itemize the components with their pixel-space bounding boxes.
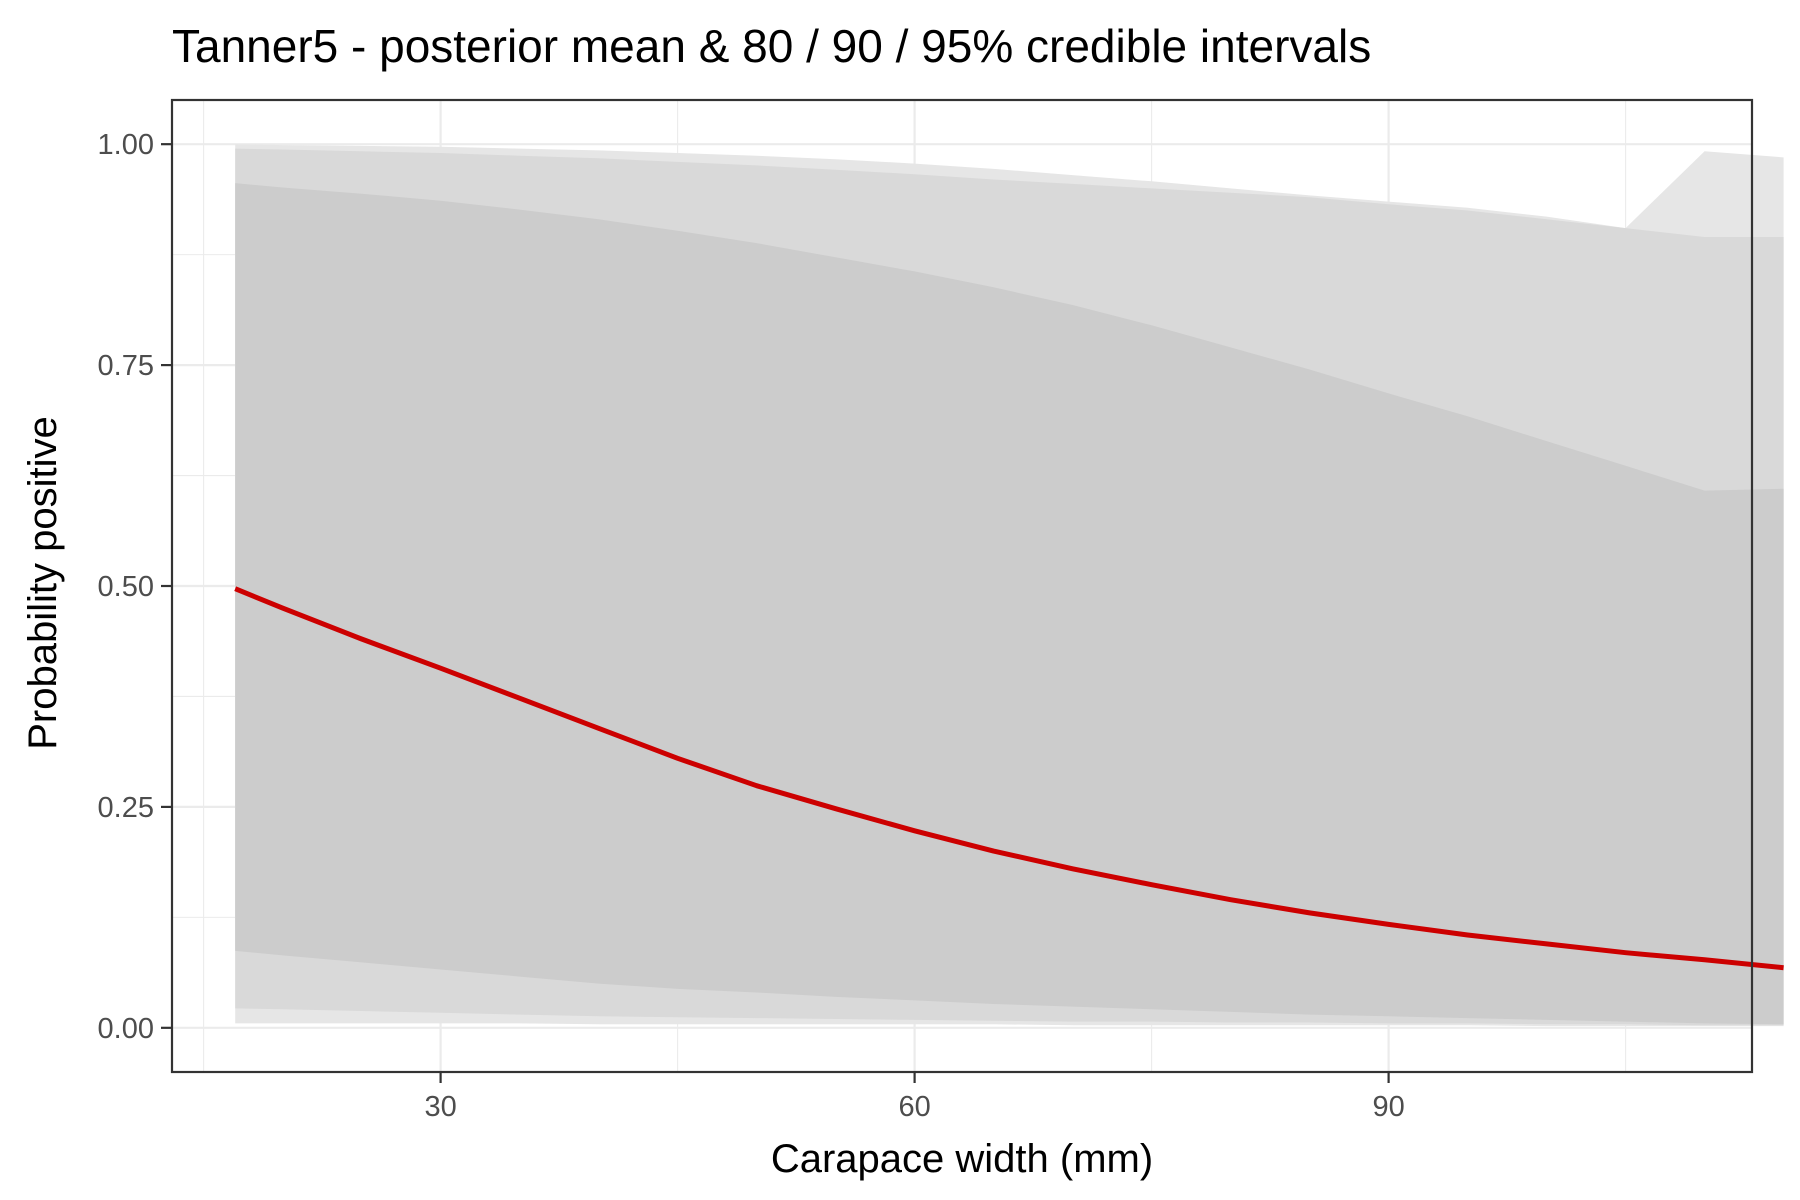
band-80-area xyxy=(235,183,1784,1025)
y-axis-title: Probability positive xyxy=(21,416,65,750)
y-tick-label: 0.75 xyxy=(98,350,154,382)
plot-panel xyxy=(170,98,1784,1074)
y-axis: 0.00 0.25 0.50 0.75 1.00 xyxy=(98,129,172,1045)
credible-bands xyxy=(235,144,1784,1027)
y-tick-label: 0.50 xyxy=(98,571,154,603)
x-tick-label: 60 xyxy=(898,1091,930,1123)
x-axis-title: Carapace width (mm) xyxy=(771,1137,1153,1181)
x-tick-label: 90 xyxy=(1372,1091,1404,1123)
x-tick-label: 30 xyxy=(424,1091,456,1123)
mean-line xyxy=(234,586,1784,971)
y-tick-label: 0.00 xyxy=(98,1013,154,1045)
mean-lines xyxy=(234,586,1784,971)
x-axis: 30 60 90 xyxy=(424,1072,1405,1123)
y-tick-label: 0.25 xyxy=(98,792,154,824)
chart-title: Tanner5 - posterior mean & 80 / 90 / 95%… xyxy=(172,20,1371,72)
y-tick-label: 1.00 xyxy=(98,129,154,161)
